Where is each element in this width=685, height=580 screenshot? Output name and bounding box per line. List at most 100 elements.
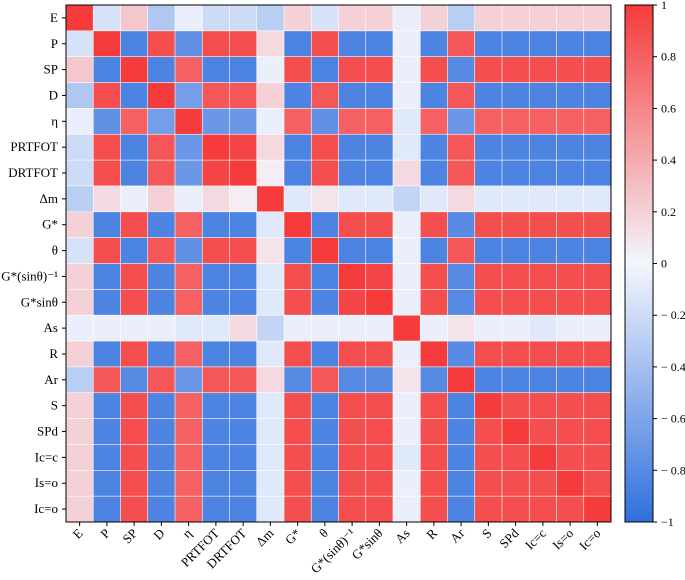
heatmap-cell: [528, 418, 558, 446]
heatmap-cell: [528, 289, 558, 316]
heatmap-cell: [528, 392, 558, 420]
heatmap-cell: [528, 444, 558, 471]
heatmap-cell: [392, 469, 421, 497]
heatmap-cell: [474, 314, 503, 342]
heatmap-cell: [256, 418, 285, 446]
heatmap-cell: [201, 30, 231, 58]
heatmap-cell: [201, 108, 231, 135]
heatmap-cell: [92, 340, 122, 368]
heatmap-cell: [556, 418, 585, 446]
heatmap-cell: [310, 185, 340, 213]
heatmap-cell: [65, 159, 94, 187]
heatmap-cell: [256, 340, 285, 368]
heatmap-cell: [283, 469, 312, 497]
heatmap-cell: [201, 185, 231, 213]
colorbar-tick-label: 0.4: [661, 153, 676, 167]
heatmap-cell: [447, 263, 476, 290]
y-tick-label: G*sinθ: [21, 294, 58, 309]
heatmap-cell: [474, 263, 503, 290]
heatmap-cell: [65, 133, 94, 161]
heatmap-cell: [256, 30, 285, 58]
heatmap-cell: [147, 263, 176, 290]
heatmap-cell: [365, 418, 394, 446]
heatmap-cell: [229, 366, 258, 394]
heatmap-cell: [201, 444, 231, 471]
heatmap-cell: [365, 211, 394, 239]
heatmap-cell: [201, 392, 231, 420]
y-tick-label: θ: [52, 243, 58, 258]
heatmap-cell: [528, 30, 558, 58]
heatmap-cell: [147, 469, 176, 497]
x-tick-label: As: [392, 526, 413, 547]
heatmap-cell: [229, 133, 258, 161]
x-tick-label: SPd: [496, 525, 522, 551]
heatmap-cell: [120, 56, 149, 84]
heatmap-cell: [392, 4, 421, 32]
heatmap-cell: [556, 392, 585, 420]
heatmap-cell: [174, 56, 203, 84]
heatmap-cell: [556, 185, 585, 213]
heatmap-cell: [92, 263, 122, 290]
heatmap-cell: [229, 211, 258, 239]
heatmap-cell: [174, 4, 203, 32]
heatmap-cell: [65, 392, 94, 420]
heatmap-cell: [447, 159, 476, 187]
y-tick-label: D: [49, 87, 58, 102]
heatmap-cell: [365, 30, 394, 58]
heatmap-cell: [365, 314, 394, 342]
heatmap-cell: [283, 418, 312, 446]
heatmap-cell: [229, 108, 258, 135]
y-tick-label: R: [49, 346, 58, 361]
heatmap-cell: [338, 237, 367, 265]
heatmap-cell: [92, 444, 122, 471]
heatmap-cell: [65, 4, 94, 32]
heatmap-cell: [65, 30, 94, 58]
heatmap-cell: [338, 56, 367, 84]
heatmap-cell: [447, 133, 476, 161]
heatmap-cell: [147, 133, 176, 161]
heatmap-cell: [92, 392, 122, 420]
heatmap-cell: [583, 4, 612, 32]
heatmap-cell: [120, 366, 149, 394]
heatmap-cell: [283, 159, 312, 187]
heatmap-cell: [147, 340, 176, 368]
heatmap-cell: [92, 82, 122, 110]
heatmap-cell: [419, 159, 449, 187]
heatmap-cell: [65, 366, 94, 394]
heatmap-cell: [583, 314, 612, 342]
y-tick-label: As: [44, 320, 58, 335]
heatmap-cell: [392, 263, 421, 290]
x-tick-label: Ic=o: [576, 526, 604, 554]
heatmap-cell: [147, 366, 176, 394]
heatmap-cell: [229, 418, 258, 446]
heatmap-cell: [92, 30, 122, 58]
heatmap-cell: [92, 314, 122, 342]
heatmap-cell: [65, 211, 94, 239]
heatmap-cell: [556, 289, 585, 316]
heatmap-cell: [310, 314, 340, 342]
heatmap-cell: [583, 392, 612, 420]
heatmap-cell: [392, 56, 421, 84]
heatmap-cell: [120, 469, 149, 497]
heatmap-cell: [120, 108, 149, 135]
y-tick-label: η: [51, 113, 58, 128]
heatmap-cell: [174, 366, 203, 394]
heatmap-cell: [392, 314, 421, 342]
y-tick-label: P: [51, 36, 58, 51]
heatmap-cell: [419, 4, 449, 32]
heatmap-cell: [310, 469, 340, 497]
heatmap-cell: [201, 237, 231, 265]
heatmap-cell: [92, 366, 122, 394]
heatmap-cell: [174, 237, 203, 265]
y-tick-label: S: [51, 398, 58, 413]
heatmap-cell: [556, 469, 585, 497]
heatmap-cell: [201, 82, 231, 110]
heatmap-cell: [501, 237, 530, 265]
heatmap-cell: [201, 159, 231, 187]
heatmap-cell: [419, 340, 449, 368]
heatmap-cell: [65, 495, 94, 523]
heatmap-cell: [528, 314, 558, 342]
heatmap-cell: [283, 237, 312, 265]
heatmap-cell: [474, 4, 503, 32]
